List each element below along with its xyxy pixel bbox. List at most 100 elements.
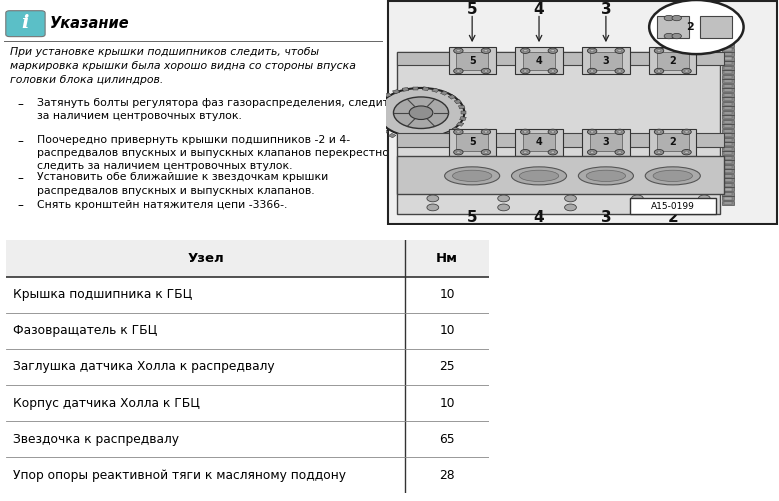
- Ellipse shape: [453, 170, 492, 181]
- Bar: [649, 129, 696, 155]
- Circle shape: [498, 195, 509, 202]
- Text: 4: 4: [534, 210, 545, 225]
- Ellipse shape: [587, 170, 626, 181]
- FancyBboxPatch shape: [5, 11, 45, 37]
- Bar: [722, 156, 734, 160]
- Circle shape: [453, 149, 463, 155]
- Bar: [724, 62, 731, 64]
- Bar: [722, 120, 734, 124]
- Bar: [445, 131, 453, 136]
- Bar: [722, 25, 734, 29]
- Bar: [454, 100, 461, 104]
- Bar: [722, 79, 734, 83]
- Circle shape: [657, 131, 661, 133]
- Text: При установке крышки подшипников следить, чтобы
маркировка крышки была хорошо ви: При установке крышки подшипников следить…: [9, 48, 355, 85]
- Circle shape: [484, 131, 488, 133]
- Text: 5: 5: [469, 137, 475, 147]
- Bar: [722, 52, 734, 56]
- Circle shape: [685, 70, 689, 72]
- Text: 5: 5: [467, 210, 478, 225]
- Bar: [724, 44, 731, 46]
- Ellipse shape: [653, 170, 693, 181]
- Bar: [456, 52, 488, 70]
- Text: 3: 3: [601, 2, 612, 17]
- Circle shape: [615, 68, 625, 74]
- Bar: [6, 349, 489, 385]
- Circle shape: [393, 97, 449, 129]
- Bar: [724, 31, 731, 33]
- Text: 2: 2: [669, 137, 676, 147]
- Bar: [722, 196, 734, 200]
- Bar: [629, 198, 716, 214]
- Circle shape: [453, 68, 463, 74]
- Bar: [456, 133, 488, 151]
- Bar: [582, 129, 629, 155]
- Circle shape: [615, 48, 625, 54]
- Circle shape: [523, 70, 527, 72]
- Bar: [724, 179, 731, 181]
- Circle shape: [632, 204, 643, 211]
- Circle shape: [657, 151, 661, 153]
- Bar: [6, 240, 489, 277]
- Text: Затянуть болты регулятора фаз газораспределения, следить
за наличием центровочны: Затянуть болты регулятора фаз газораспре…: [37, 98, 395, 121]
- Circle shape: [520, 68, 530, 74]
- Bar: [657, 133, 689, 151]
- Circle shape: [427, 195, 439, 202]
- Bar: [724, 76, 731, 78]
- Bar: [724, 49, 731, 51]
- Bar: [724, 130, 731, 132]
- Circle shape: [654, 129, 664, 135]
- Bar: [413, 87, 418, 90]
- Text: Корпус датчика Холла к ГБЦ: Корпус датчика Холла к ГБЦ: [13, 397, 200, 410]
- Text: Заглушка датчика Холла к распредвалу: Заглушка датчика Холла к распредвалу: [13, 361, 275, 373]
- Circle shape: [484, 151, 488, 153]
- Circle shape: [453, 129, 463, 135]
- Text: A15-0199: A15-0199: [650, 202, 695, 211]
- Bar: [724, 202, 731, 204]
- Bar: [657, 52, 689, 70]
- Circle shape: [378, 88, 464, 138]
- Bar: [459, 105, 465, 109]
- Circle shape: [456, 151, 460, 153]
- Circle shape: [548, 129, 558, 135]
- Text: 28: 28: [439, 469, 455, 482]
- Bar: [397, 136, 405, 140]
- Bar: [722, 43, 734, 47]
- Text: 4: 4: [536, 137, 542, 147]
- Bar: [724, 85, 731, 87]
- Bar: [449, 129, 495, 155]
- Bar: [393, 90, 400, 94]
- Text: 10: 10: [439, 324, 455, 337]
- Bar: [724, 157, 731, 159]
- Bar: [722, 169, 734, 173]
- Bar: [372, 120, 378, 124]
- Bar: [722, 57, 734, 61]
- Text: –: –: [17, 199, 23, 212]
- Bar: [397, 133, 724, 147]
- Bar: [722, 97, 734, 101]
- Bar: [724, 197, 731, 199]
- Bar: [370, 114, 375, 117]
- Text: 4: 4: [536, 56, 542, 66]
- Circle shape: [618, 50, 622, 52]
- Circle shape: [551, 151, 555, 153]
- Circle shape: [657, 70, 661, 72]
- Bar: [456, 122, 464, 126]
- Circle shape: [685, 151, 689, 153]
- Circle shape: [649, 0, 744, 54]
- Bar: [724, 193, 731, 195]
- Bar: [397, 52, 720, 214]
- Bar: [722, 39, 734, 43]
- Bar: [722, 174, 734, 178]
- Circle shape: [587, 68, 597, 74]
- Bar: [384, 93, 392, 97]
- Text: 2: 2: [668, 210, 679, 225]
- Bar: [407, 138, 414, 142]
- Ellipse shape: [645, 167, 700, 185]
- Bar: [372, 102, 380, 107]
- Circle shape: [664, 34, 674, 39]
- Bar: [452, 127, 459, 131]
- Bar: [724, 148, 731, 150]
- Circle shape: [698, 204, 710, 211]
- Text: 5: 5: [469, 56, 475, 66]
